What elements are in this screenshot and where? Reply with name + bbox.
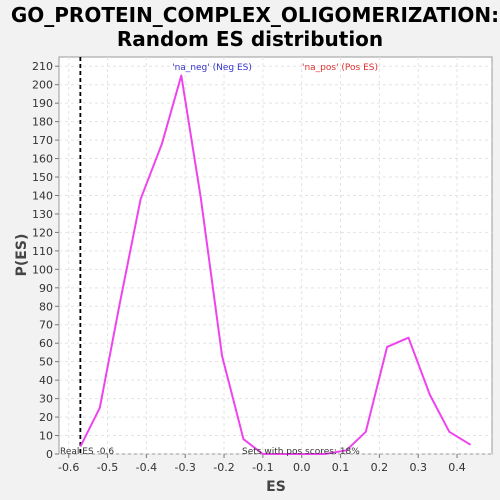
y-tick-label: 80 [39,300,53,313]
y-tick-label: 0 [46,448,53,461]
plot-area [58,56,493,455]
y-tick-label: 180 [32,116,53,129]
y-tick-label: 190 [32,97,53,110]
x-tick-label: 0.1 [332,461,350,474]
y-tick-label: 60 [39,337,53,350]
x-tick-label: 0.3 [409,461,427,474]
x-tick-label: 0.0 [293,461,311,474]
y-tick-label: 140 [32,189,53,202]
x-tick-label: 0.4 [448,461,466,474]
x-tick-label: 0.2 [371,461,389,474]
y-tick-label: 160 [32,153,53,166]
y-tick-label: 10 [39,430,53,443]
y-tick-label: 170 [32,134,53,147]
x-tick-label: -0.6 [58,461,79,474]
x-tick-label: -0.2 [213,461,234,474]
y-axis-ticks: 0 10 20 30 40 50 60 70 80 90 100 110 120 130 140 150 160… [32,60,59,461]
chart-title-line2: Random ES distribution [117,27,383,51]
x-tick-label: -0.3 [174,461,195,474]
y-axis-title: P(ES) [14,234,30,277]
pos-scores-label: Sets with pos scores: 18% [242,447,360,457]
chart-title-line1: GO_PROTEIN_COMPLEX_OLIGOMERIZATION: [11,3,499,27]
y-tick-label: 20 [39,411,53,424]
real-es-label: Real ES -0.6 [60,447,114,457]
y-tick-label: 30 [39,393,53,406]
x-tick-label: -0.1 [252,461,273,474]
y-tick-label: 90 [39,282,53,295]
legend-neg-label: 'na_neg' (Neg ES) [172,63,252,73]
y-tick-label: 50 [39,356,53,369]
series-line [79,74,472,455]
x-axis-title: ES [266,479,286,495]
series-group [79,74,472,455]
legend-pos-label: 'na_pos' (Pos ES) [302,63,378,73]
y-tick-label: 70 [39,319,53,332]
x-tick-label: -0.5 [97,461,118,474]
x-axis-ticks: -0.6 -0.5 -0.4 -0.3 -0.2 -0.1 0.0 0.1 0.2 0.3 0.4 [58,454,466,474]
y-tick-label: 120 [32,226,53,239]
y-tick-label: 200 [32,79,53,92]
x-tick-label: -0.4 [136,461,157,474]
y-tick-label: 150 [32,171,53,184]
y-tick-label: 130 [32,208,53,221]
y-tick-label: 100 [32,263,53,276]
y-tick-label: 110 [32,245,53,258]
y-tick-label: 40 [39,374,53,387]
y-tick-label: 210 [32,60,53,73]
